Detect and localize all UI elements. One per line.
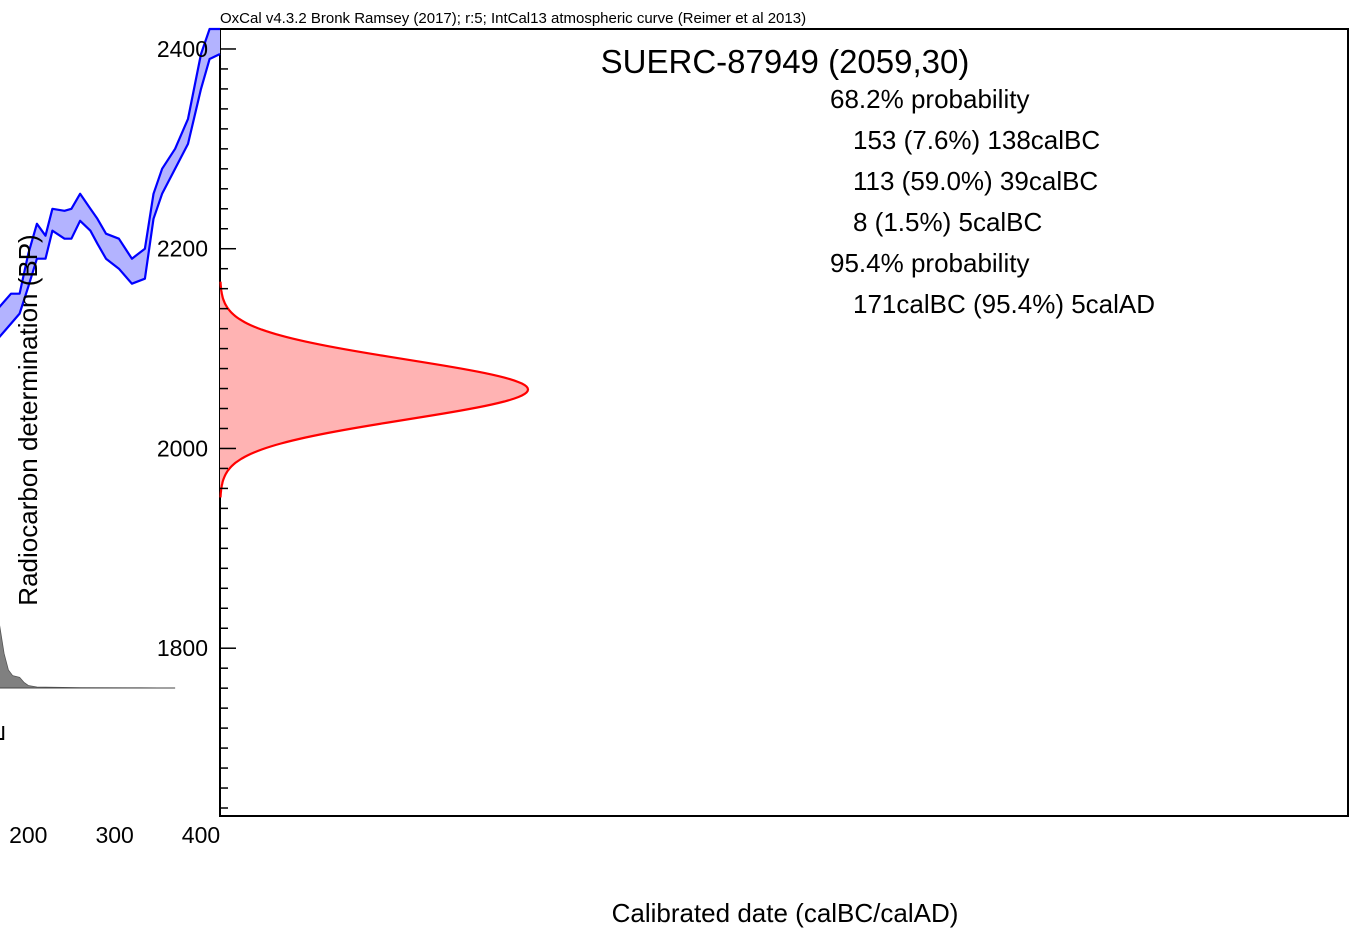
y-tick-label: 2000 [157, 435, 208, 461]
x-tick-label: 400 [182, 822, 220, 848]
result-68-header: 68.2% probability [830, 84, 1029, 114]
radiocarbon-area [220, 281, 528, 498]
result-68-range-3: 8 (1.5%) 5calBC [853, 207, 1042, 237]
range-brackets-layer [0, 726, 5, 740]
x-tick-label: 200 [9, 822, 47, 848]
probability-results: 68.2% probability 153 (7.6%) 138calBC 113 … [830, 84, 1155, 319]
y-tick-label: 1800 [157, 635, 208, 661]
radiocarbon-distribution-layer [219, 281, 530, 498]
posterior-distribution-layer [0, 625, 176, 689]
x-axis-label: Calibrated date (calBC/calAD) [612, 898, 959, 928]
result-95-header: 95.4% probability [830, 248, 1029, 278]
header-text: OxCal v4.3.2 Bronk Ramsey (2017); r:5; I… [220, 10, 806, 27]
curve-upper-line [0, 27, 220, 308]
calibration-curve-layer [0, 27, 221, 338]
chart-title: SUERC-87949 (2059,30) [601, 43, 970, 80]
y-tick-label: 2200 [157, 236, 208, 262]
posterior-area [0, 625, 176, 689]
axes-layer: 4003002001001calBC/1calAD101180020002200… [9, 28, 236, 848]
result-95-range-1: 171calBC (95.4%) 5calAD [853, 289, 1155, 319]
curve-lower-line [0, 53, 221, 338]
y-tick-label: 2400 [157, 36, 208, 62]
result-68-range-2: 113 (59.0%) 39calBC [853, 166, 1098, 196]
y-axis-label: Radiocarbon determination (BP) [13, 234, 43, 605]
result-68-range-1: 153 (7.6%) 138calBC [853, 125, 1100, 155]
range-95-bracket-1 [0, 726, 5, 740]
x-tick-label: 300 [95, 822, 133, 848]
radiocarbon-line [219, 281, 530, 498]
